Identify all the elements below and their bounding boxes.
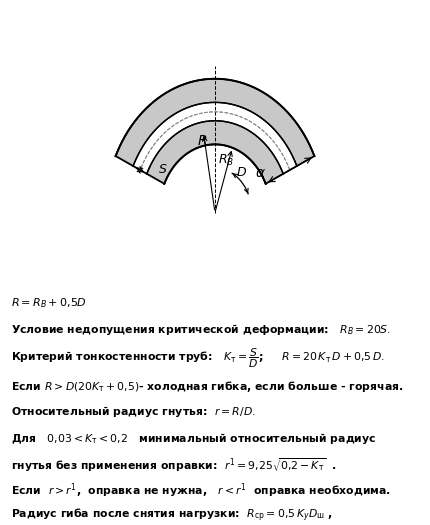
- PathPatch shape: [147, 121, 283, 184]
- Text: $D$: $D$: [237, 166, 248, 179]
- Text: Критерий тонкостенности труб:   $K_\mathrm{т} = \dfrac{S}{D}$;     $R = 20\, K_\: Критерий тонкостенности труб: $K_\mathrm…: [11, 347, 385, 371]
- Text: $R$: $R$: [197, 134, 207, 148]
- Text: $\alpha$: $\alpha$: [255, 166, 266, 180]
- Text: $R_B$: $R_B$: [218, 153, 234, 168]
- Text: Если $R > D(20K_\mathrm{т} + 0{,}5)$- холодная гибка, если больше - горячая.: Если $R > D(20K_\mathrm{т} + 0{,}5)$- хо…: [11, 379, 403, 394]
- PathPatch shape: [116, 79, 314, 166]
- Text: Условие недопущения критической деформации:   $R_B = 20S.$: Условие недопущения критической деформац…: [11, 322, 391, 337]
- Text: гнутья без применения оправки:  $r^1 = 9{,}25\sqrt{0{,}2 - K_\mathrm{т}}$  .: гнутья без применения оправки: $r^1 = 9{…: [11, 457, 337, 474]
- Text: Если  $r > r^1$,  оправка не нужна,   $r < r^1$  оправка необходима.: Если $r > r^1$, оправка не нужна, $r < r…: [11, 482, 391, 500]
- Text: Радиус гиба после снятия нагрузки:  $R_\mathrm{ср} = 0{,}5\, K_y D_\mathrm{ш}$ ,: Радиус гиба после снятия нагрузки: $R_\m…: [11, 507, 332, 524]
- Text: Для   $0{,}03 < K_\mathrm{т} < 0{,}2$   минимальный относительный радиус: Для $0{,}03 < K_\mathrm{т} < 0{,}2$ мини…: [11, 432, 376, 446]
- Text: Относительный радиус гнутья:  $r = R/D.$: Относительный радиус гнутья: $r = R/D.$: [11, 404, 255, 419]
- Text: $S$: $S$: [158, 163, 168, 176]
- PathPatch shape: [133, 102, 297, 174]
- Text: $R = R_B + 0{,}5D$: $R = R_B + 0{,}5D$: [11, 297, 86, 310]
